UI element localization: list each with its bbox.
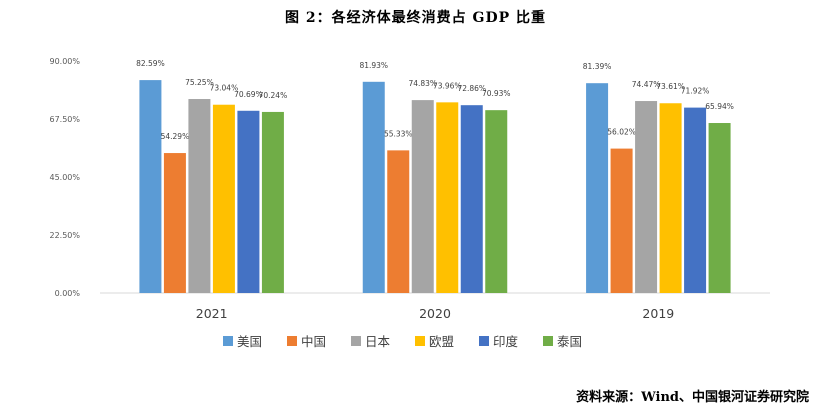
bar-欧盟-2020 — [436, 102, 459, 293]
legend-label: 印度 — [493, 334, 519, 349]
data-label: 81.39% — [583, 62, 612, 71]
data-label: 65.94% — [705, 102, 734, 111]
bar-日本-2019 — [635, 101, 658, 293]
legend-label: 日本 — [365, 334, 391, 349]
legend-label: 中国 — [301, 334, 326, 349]
legend-swatch — [287, 336, 297, 346]
data-label: 73.04% — [210, 84, 239, 93]
data-label: 73.96% — [433, 81, 462, 90]
legend-label: 美国 — [237, 334, 262, 349]
x-category-label: 2019 — [642, 306, 674, 321]
legend-swatch — [351, 336, 361, 346]
legend-swatch — [543, 336, 553, 346]
data-label: 75.25% — [185, 78, 214, 87]
data-label: 82.59% — [136, 59, 165, 68]
data-label: 55.33% — [384, 129, 413, 138]
data-label: 56.02% — [607, 128, 636, 137]
bar-美国-2021 — [139, 80, 162, 293]
legend-label: 泰国 — [557, 334, 582, 349]
bar-中国-2019 — [610, 148, 633, 293]
bar-泰国-2020 — [485, 110, 508, 293]
legend-swatch — [415, 336, 425, 346]
y-tick-label: 22.50% — [49, 231, 80, 240]
data-label: 54.29% — [161, 132, 190, 141]
legend-swatch — [223, 336, 233, 346]
bar-泰国-2021 — [261, 111, 284, 293]
source-note: 资料来源：Wind、中国银河证券研究院 — [576, 390, 809, 405]
bar-美国-2020 — [362, 81, 385, 293]
bar-美国-2019 — [586, 83, 609, 293]
data-label: 81.93% — [359, 61, 388, 70]
chart-title: 图 2：各经济体最终消费占 GDP 比重 — [285, 10, 546, 26]
data-label: 70.93% — [482, 89, 511, 98]
legend-swatch — [479, 336, 489, 346]
data-label: 71.92% — [681, 87, 710, 96]
bar-日本-2021 — [188, 99, 211, 294]
bar-泰国-2019 — [708, 123, 731, 293]
y-tick-label: 90.00% — [49, 57, 80, 66]
bar-印度-2021 — [237, 110, 260, 293]
bar-欧盟-2021 — [212, 104, 235, 293]
bar-中国-2021 — [163, 153, 186, 293]
legend-label: 欧盟 — [429, 334, 454, 349]
x-category-label: 2021 — [196, 306, 228, 321]
bar-欧盟-2019 — [659, 103, 682, 293]
data-label: 72.86% — [457, 84, 486, 93]
data-label: 70.69% — [234, 90, 263, 99]
data-label: 74.83% — [408, 79, 437, 88]
y-tick-label: 45.00% — [49, 173, 80, 182]
data-label: 74.47% — [632, 80, 661, 89]
bar-日本-2020 — [411, 100, 434, 293]
y-tick-label: 67.50% — [49, 115, 80, 124]
data-label: 70.24% — [259, 91, 288, 100]
y-tick-label: 0.00% — [55, 289, 81, 298]
bar-印度-2020 — [460, 105, 483, 294]
bar-中国-2020 — [387, 150, 410, 293]
x-category-label: 2020 — [419, 306, 451, 321]
data-label: 73.61% — [656, 82, 685, 91]
bar-印度-2019 — [684, 107, 707, 293]
